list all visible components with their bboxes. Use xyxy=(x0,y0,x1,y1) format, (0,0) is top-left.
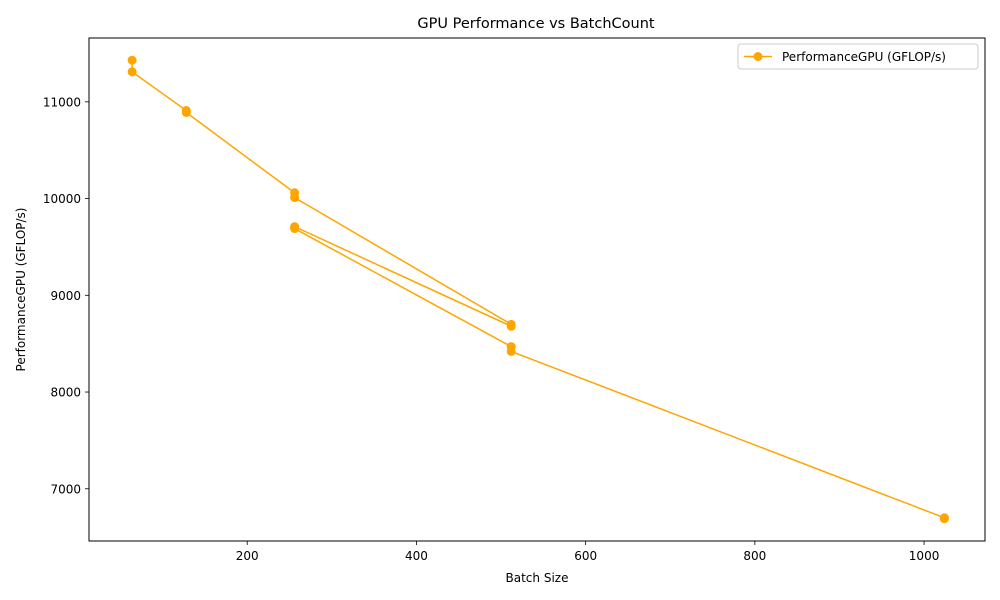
x-tick-label: 1000 xyxy=(909,549,940,563)
data-point xyxy=(939,514,949,524)
data-point xyxy=(290,193,300,203)
y-tick-label: 7000 xyxy=(50,482,81,496)
y-tick-label: 9000 xyxy=(50,289,81,303)
data-point xyxy=(290,224,300,234)
x-tick-label: 200 xyxy=(236,549,259,563)
data-point xyxy=(127,67,137,77)
y-tick-label: 10000 xyxy=(43,192,81,206)
y-axis-label: PerformanceGPU (GFLOP/s) xyxy=(14,208,28,372)
y-tick-label: 11000 xyxy=(43,95,81,109)
legend-marker-swatch xyxy=(753,52,763,61)
data-point xyxy=(506,346,516,356)
plot-frame xyxy=(88,37,986,542)
legend-label: PerformanceGPU (GFLOP/s) xyxy=(782,50,946,64)
x-tick-label: 800 xyxy=(743,549,766,563)
data-point xyxy=(506,321,516,331)
x-tick-label: 600 xyxy=(574,549,597,563)
legend-box xyxy=(737,43,979,70)
x-tick-label: 400 xyxy=(405,549,428,563)
x-axis-label: Batch Size xyxy=(506,571,569,585)
y-tick-label: 8000 xyxy=(50,386,81,400)
chart-title: GPU Performance vs BatchCount xyxy=(417,16,654,32)
data-point xyxy=(181,107,191,117)
data-point xyxy=(127,55,137,65)
